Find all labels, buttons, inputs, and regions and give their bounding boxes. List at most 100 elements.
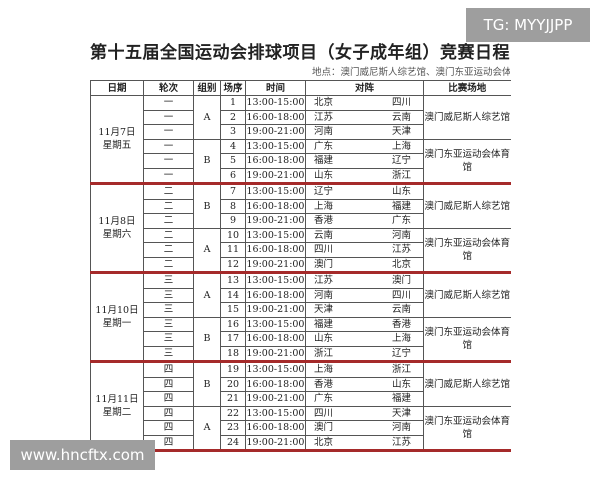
home-team: 云南 bbox=[305, 227, 371, 243]
table-row: 四 21 19:00-21:00 广东 福建 bbox=[91, 391, 511, 407]
weekday: 星期一 bbox=[102, 318, 132, 329]
venue-cell: 澳门东亚运动会体育馆 bbox=[423, 227, 511, 274]
round-cell: 四 bbox=[143, 434, 194, 452]
venue-cell: 澳门威尼斯人综艺馆 bbox=[423, 183, 511, 229]
home-team: 北京 bbox=[305, 434, 371, 452]
venue-cell: 澳门东亚运动会体育馆 bbox=[423, 316, 511, 363]
time-cell: 16:00-18:00 bbox=[245, 287, 306, 303]
table-row: 四 24 19:00-21:00 北京 江苏 bbox=[91, 434, 511, 452]
away-team: 北京 bbox=[370, 256, 424, 274]
table-row: 11月7日 星期五一 A 1 13:00-15:00 北京 四川 澳门威尼斯人综艺馆 bbox=[90, 95, 511, 185]
group-cell: B bbox=[193, 138, 221, 185]
schedule-table: 日期 轮次 组别 场序 时间 对阵 比赛场地 11月7日 星期五一 A 1 13:00-… bbox=[90, 80, 511, 452]
home-team: 四川 bbox=[305, 405, 371, 421]
header-matchup: 对阵 bbox=[305, 80, 424, 96]
home-team: 广东 bbox=[305, 138, 371, 154]
table-row: 四 20 16:00-18:00 香港 山东 bbox=[91, 376, 511, 392]
match-no-cell: 11 bbox=[220, 242, 246, 258]
match-no-cell: 5 bbox=[220, 153, 246, 169]
round-cell: 一 bbox=[143, 138, 194, 154]
table-row: 二 9 19:00-21:00 香港 广东 bbox=[91, 213, 511, 229]
round-cell: 一 bbox=[143, 153, 194, 169]
round-cell: 三 bbox=[143, 302, 194, 318]
date: 11月10日 bbox=[95, 305, 139, 316]
table-row: 二 A 10 13:00-15:00 云南 河南 澳门东亚运动会体育馆 bbox=[91, 227, 511, 274]
table-row: 一 B 4 13:00-15:00 广东 上海 澳门东亚运动会体育馆 bbox=[91, 138, 511, 185]
match-no-cell: 15 bbox=[220, 302, 246, 318]
time-cell: 16:00-18:00 bbox=[245, 153, 306, 169]
date: 11月7日 bbox=[98, 127, 136, 138]
home-team: 辽宁 bbox=[305, 183, 371, 200]
page-title: 第十五届全国运动会排球项目（女子成年组）竞赛日程 bbox=[90, 43, 510, 63]
date-cell: 11月10日 星期一 bbox=[90, 272, 144, 363]
match-no-cell: 2 bbox=[220, 109, 246, 125]
round-cell: 二 bbox=[143, 256, 194, 274]
header-match-no: 场序 bbox=[220, 80, 246, 96]
date-cell: 11月8日 星期六 bbox=[90, 183, 144, 274]
weekday: 星期六 bbox=[102, 229, 132, 240]
match-no-cell: 13 bbox=[220, 272, 246, 289]
round-cell: 三 bbox=[143, 272, 194, 289]
match-no-cell: 23 bbox=[220, 420, 246, 436]
table-row: 一 3 19:00-21:00 河南 天津 bbox=[91, 124, 511, 140]
header-group: 组别 bbox=[193, 80, 221, 96]
match-no-cell: 12 bbox=[220, 256, 246, 274]
time-cell: 13:00-15:00 bbox=[245, 95, 306, 111]
group-cell: A bbox=[193, 95, 221, 140]
table-row: 三 B 16 13:00-15:00 福建 香港 澳门东亚运动会体育馆 bbox=[91, 316, 511, 363]
table-row: 11月8日 星期六二 B 7 13:00-15:00 辽宁 山东 澳门威尼斯人综艺馆 bbox=[90, 183, 511, 274]
round-cell: 四 bbox=[143, 420, 194, 436]
round-cell: 二 bbox=[143, 227, 194, 243]
home-team: 福建 bbox=[305, 153, 371, 169]
time-cell: 19:00-21:00 bbox=[245, 213, 306, 229]
time-cell: 13:00-15:00 bbox=[245, 316, 306, 332]
table-row: 二 12 19:00-21:00 澳门 北京 bbox=[91, 256, 511, 274]
match-no-cell: 21 bbox=[220, 391, 246, 407]
table-row: 一 6 19:00-21:00 山东 浙江 bbox=[91, 167, 511, 185]
venue-subtitle: 地点：澳门威尼斯人综艺馆、澳门东亚运动会体育馆 bbox=[312, 67, 510, 78]
home-team: 江苏 bbox=[305, 272, 371, 289]
time-cell: 19:00-21:00 bbox=[245, 391, 306, 407]
round-cell: 四 bbox=[143, 361, 194, 378]
round-cell: 一 bbox=[143, 95, 194, 111]
table-row: 一 2 16:00-18:00 江苏 云南 bbox=[91, 109, 511, 125]
away-team: 云南 bbox=[370, 302, 424, 318]
venue-cell: 澳门威尼斯人综艺馆 bbox=[423, 95, 511, 140]
round-cell: 三 bbox=[143, 287, 194, 303]
away-team: 山东 bbox=[370, 183, 424, 200]
header-time: 时间 bbox=[245, 80, 306, 96]
header-row: 日期 轮次 组别 场序 时间 对阵 比赛场地 bbox=[90, 80, 511, 96]
home-team: 北京 bbox=[305, 95, 371, 111]
watermark-bottom: www.hncftx.com bbox=[10, 440, 155, 470]
away-team: 江苏 bbox=[370, 242, 424, 258]
time-cell: 16:00-18:00 bbox=[245, 109, 306, 125]
time-cell: 16:00-18:00 bbox=[245, 420, 306, 436]
home-team: 香港 bbox=[305, 376, 371, 392]
match-no-cell: 7 bbox=[220, 183, 246, 200]
time-cell: 19:00-21:00 bbox=[245, 345, 306, 363]
away-team: 浙江 bbox=[370, 167, 424, 185]
round-cell: 二 bbox=[143, 198, 194, 214]
round-cell: 四 bbox=[143, 405, 194, 421]
match-no-cell: 18 bbox=[220, 345, 246, 363]
date-cell: 11月7日 星期五 bbox=[90, 95, 144, 185]
table-row: 三 18 19:00-21:00 浙江 辽宁 bbox=[91, 345, 511, 363]
home-team: 江苏 bbox=[305, 109, 371, 125]
round-cell: 二 bbox=[143, 213, 194, 229]
table-row: 二 8 16:00-18:00 上海 福建 bbox=[91, 198, 511, 214]
time-cell: 16:00-18:00 bbox=[245, 198, 306, 214]
away-team: 江苏 bbox=[370, 434, 424, 452]
group-cell: A bbox=[193, 272, 221, 318]
match-no-cell: 16 bbox=[220, 316, 246, 332]
venue-cell: 澳门东亚运动会体育馆 bbox=[423, 405, 511, 452]
time-cell: 19:00-21:00 bbox=[245, 302, 306, 318]
home-team: 浙江 bbox=[305, 345, 371, 363]
match-no-cell: 19 bbox=[220, 361, 246, 378]
match-no-cell: 6 bbox=[220, 167, 246, 185]
home-team: 广东 bbox=[305, 391, 371, 407]
home-team: 山东 bbox=[305, 167, 371, 185]
home-team: 河南 bbox=[305, 124, 371, 140]
time-cell: 19:00-21:00 bbox=[245, 434, 306, 452]
away-team: 上海 bbox=[370, 138, 424, 154]
time-cell: 13:00-15:00 bbox=[245, 361, 306, 378]
